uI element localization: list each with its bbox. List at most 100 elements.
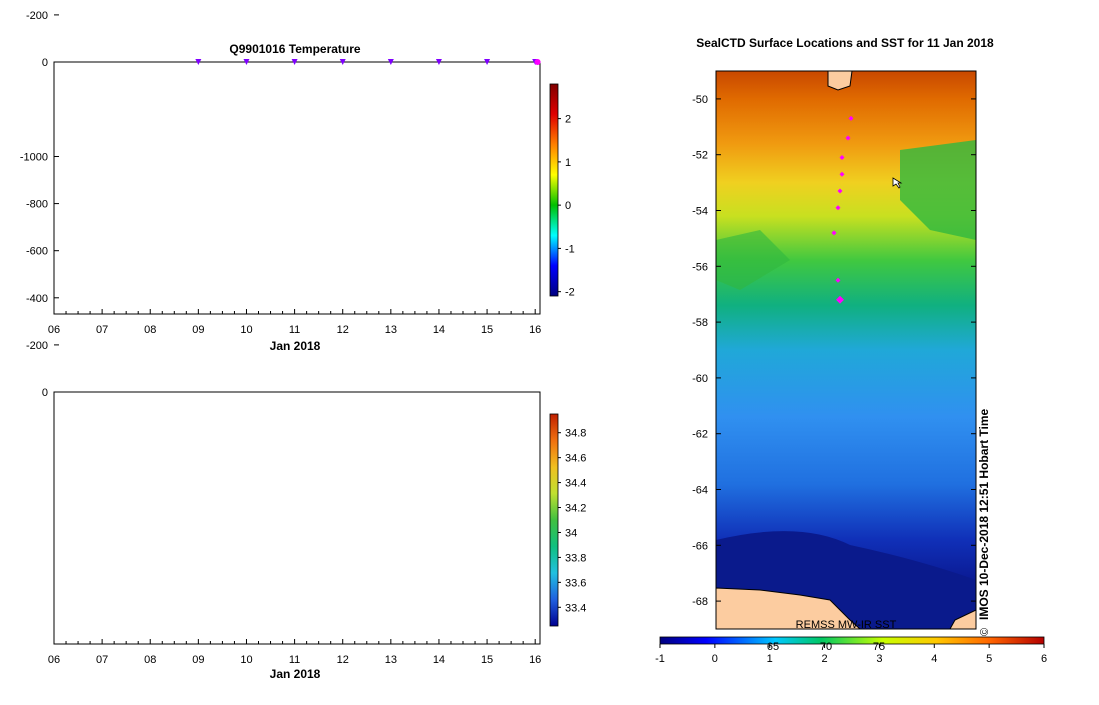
sst-colorbar (659, 636, 1045, 645)
sst-cb-label: 1 (767, 653, 773, 665)
profile-marker (387, 59, 394, 65)
salinity-xtick-label: 07 (96, 654, 108, 666)
temperature-xtick-label: 15 (481, 324, 493, 336)
sst-map-title: SealCTD Surface Locations and SST for 11… (696, 36, 994, 50)
salinity-ytick-label: -200 (26, 340, 48, 352)
sst-ytick-label: -68 (692, 596, 708, 608)
profile-marker (195, 59, 202, 65)
seal-track-point (831, 230, 837, 236)
profile-marker (435, 59, 442, 65)
sst-ytick-label: -50 (692, 94, 708, 106)
temperature-title: Q9901016 Temperature (229, 42, 361, 56)
seal-track-point (848, 115, 854, 121)
sst-ytick-label: -64 (692, 485, 708, 497)
temperature-xtick-label: 13 (385, 324, 397, 336)
seal-track-point (839, 171, 845, 177)
salinity-ytick-label: -400 (26, 293, 48, 305)
sst-cb-label: 5 (986, 653, 992, 665)
cursor-pointer-icon (892, 177, 903, 189)
salinity-cb-label: 33.4 (565, 602, 586, 614)
sst-ytick-label: -54 (692, 206, 708, 218)
seal-track-point (835, 205, 841, 211)
salinity-cb-label: 34.4 (565, 478, 586, 490)
sst-cb-overlay-label: 70 (820, 641, 832, 653)
sst-cb-label: -1 (655, 653, 665, 665)
salinity-cb-label: 33.8 (565, 552, 586, 564)
salinity-xtick-label: 09 (192, 654, 204, 666)
salinity-ytick-label: -600 (26, 246, 48, 258)
profile-marker (291, 59, 298, 65)
sst-cb-label: 2 (822, 653, 828, 665)
seal-track-point (837, 188, 843, 194)
temperature-panel: Q9901016 Temperature 06 07 08 09 10 11 12 13 14 1… (26, 10, 575, 353)
temperature-xlabel: Jan 2018 (270, 339, 321, 353)
salinity-ytick-label: -800 (26, 199, 48, 211)
seal-track-point (835, 277, 841, 283)
salinity-xtick-label: 13 (385, 654, 397, 666)
salinity-xtick-label: 08 (144, 654, 156, 666)
salinity-cb-label: 34.6 (565, 453, 586, 465)
temperature-colorbar (549, 83, 559, 297)
temperature-xtick-label: 14 (433, 324, 445, 336)
salinity-xtick-label: 16 (529, 654, 541, 666)
salinity-cb-label: 34 (565, 527, 577, 539)
copyright-symbol: © (979, 628, 991, 636)
temperature-ytick-label: 0 (42, 57, 48, 69)
temperature-plot-frame (53, 61, 541, 315)
temperature-xtick-label: 16 (529, 324, 541, 336)
salinity-colorbar (549, 413, 559, 627)
salinity-xtick-label: 14 (433, 654, 445, 666)
temperature-cb-label: 2 (565, 114, 571, 126)
seal-latest-location (836, 295, 844, 304)
salinity-cb-label: 34.2 (565, 503, 586, 515)
salinity-ytick-label: -1000 (20, 151, 48, 163)
seal-track-point (845, 135, 851, 141)
temperature-ytick-label: -200 (26, 10, 48, 22)
salinity-xtick-label: 15 (481, 654, 493, 666)
sst-cb-overlay-label: 65 (767, 641, 779, 653)
sst-cool-patch-ne (900, 140, 976, 240)
sst-source-label: REMSS MW-IR SST (796, 619, 897, 631)
salinity-xtick-label: 11 (289, 654, 300, 666)
sst-cb-label: 3 (876, 653, 882, 665)
sst-ytick-label: -52 (692, 150, 708, 162)
latest-profile-marker (534, 59, 541, 65)
sst-ytick-label: -56 (692, 261, 708, 273)
sst-cb-overlay-label: 75 (873, 641, 885, 653)
sst-ytick-label: -66 (692, 540, 708, 552)
sst-map-frame (715, 70, 977, 630)
sst-ytick-label: -58 (692, 317, 708, 329)
sst-cool-patch-w (716, 230, 790, 290)
sst-cb-label: 0 (712, 653, 718, 665)
temperature-xtick-label: 07 (96, 324, 108, 336)
temperature-xtick-label: 09 (192, 324, 204, 336)
salinity-ytick-label: 0 (42, 387, 48, 399)
seal-track-point (839, 154, 845, 160)
sst-cb-label: 4 (931, 653, 937, 665)
temperature-cb-label: -2 (565, 287, 575, 299)
temperature-cb-label: 0 (565, 200, 571, 212)
salinity-plot-frame (53, 391, 541, 645)
temperature-xtick-label: 06 (48, 324, 60, 336)
profile-marker (484, 59, 491, 65)
salinity-xlabel: Jan 2018 (270, 667, 321, 681)
temperature-xtick-label: 11 (289, 324, 300, 336)
temperature-xtick-label: 12 (337, 324, 349, 336)
temperature-xtick-label: 10 (240, 324, 252, 336)
imos-timestamp: IMOS 10-Dec-2018 12:51 Hobart Time (977, 408, 991, 620)
sst-map-panel: SealCTD Surface Locations and SST for 11… (655, 36, 1047, 665)
salinity-xtick-label: 10 (240, 654, 252, 666)
sst-cb-label: 6 (1041, 653, 1047, 665)
profile-marker (339, 59, 346, 65)
salinity-xtick-label: 06 (48, 654, 60, 666)
temperature-cb-label: 1 (565, 157, 571, 169)
sst-ytick-label: -62 (692, 429, 708, 441)
sst-ytick-label: -60 (692, 373, 708, 385)
temperature-cb-label: -1 (565, 243, 575, 255)
salinity-cb-label: 33.6 (565, 577, 586, 589)
salinity-panel: 06 07 08 09 10 11 12 13 14 15 16 0-200-400-600-800… (20, 151, 587, 681)
salinity-xtick-label: 12 (337, 654, 349, 666)
temperature-xtick-label: 08 (144, 324, 156, 336)
salinity-cb-label: 34.8 (565, 428, 586, 440)
